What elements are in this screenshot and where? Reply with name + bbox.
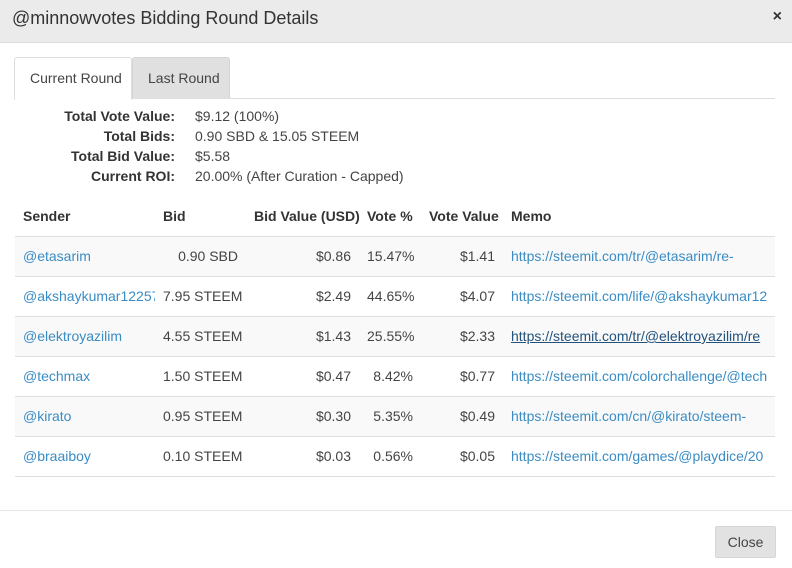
summary-row-total-bids: Total Bids: 0.90 SBD & 15.05 STEEM	[0, 128, 792, 148]
total-bids: 0.90 SBD & 15.05 STEEM	[195, 128, 360, 144]
table-row: @braaiboy 0.10 STEEM $0.03 0.56% $0.05 h…	[15, 436, 775, 477]
bid-cell: 7.95 STEEM	[155, 276, 246, 317]
sender-link[interactable]: @kirato	[23, 408, 72, 424]
vote-value-cell: $4.07	[421, 276, 503, 317]
tab-last-round[interactable]: Last Round	[132, 57, 230, 99]
table-row: @elektroyazilim 4.55 STEEM $1.43 25.55% …	[15, 316, 775, 357]
close-icon[interactable]: ×	[772, 8, 782, 25]
vote-pct-cell: 5.35%	[359, 396, 421, 437]
bid-value-cell: $0.03	[246, 436, 359, 477]
bid-value-cell: $2.49	[246, 276, 359, 317]
total-bids-label: Total Bids:	[103, 128, 175, 144]
header-vote-pct: Vote %	[359, 196, 421, 237]
vote-value-cell: $1.41	[421, 236, 503, 277]
header-bid: Bid	[155, 196, 246, 237]
vote-value-cell: $2.33	[421, 316, 503, 357]
total-bid-value-label: Total Bid Value:	[71, 148, 175, 164]
bid-cell: 0.95 STEEM	[155, 396, 246, 437]
sender-link[interactable]: @elektroyazilim	[23, 328, 123, 344]
table-header-row: Sender Bid Bid Value (USD) Vote % Vote V…	[15, 196, 775, 237]
bid-value-cell: $0.47	[246, 356, 359, 397]
vote-pct-cell: 25.55%	[359, 316, 421, 357]
bid-cell: 4.55 STEEM	[155, 316, 246, 357]
total-bid-value: $5.58	[195, 148, 231, 164]
table-row: @kirato 0.95 STEEM $0.30 5.35% $0.49 htt…	[15, 396, 775, 437]
vote-value-cell: $0.49	[421, 396, 503, 437]
vote-pct-cell: 0.56%	[359, 436, 421, 477]
vote-pct-cell: 15.47%	[359, 236, 421, 277]
memo-link[interactable]: https://steemit.com/life/@akshaykumar12	[511, 288, 768, 304]
summary-row-current-roi: Current ROI: 20.00% (After Curation - Ca…	[0, 168, 792, 188]
table-row: @techmax 1.50 STEEM $0.47 8.42% $0.77 ht…	[15, 356, 775, 397]
vote-value-cell: $0.05	[421, 436, 503, 477]
sender-link[interactable]: @etasarim	[23, 248, 91, 264]
round-tabs: Current Round Last Round	[14, 57, 775, 100]
total-vote-value-label: Total Vote Value:	[64, 108, 175, 124]
current-roi-label: Current ROI:	[91, 168, 175, 184]
summary-row-total-bid-value: Total Bid Value: $5.58	[0, 148, 792, 168]
bid-value-cell: $0.30	[246, 396, 359, 437]
footer-divider	[0, 510, 792, 511]
header-memo: Memo	[503, 196, 775, 237]
header-sender: Sender	[15, 196, 155, 237]
table-row: @etasarim 0.90 SBD $0.86 15.47% $1.41 ht…	[15, 236, 775, 277]
sender-link[interactable]: @braaiboy	[23, 448, 91, 464]
bid-cell: 1.50 STEEM	[155, 356, 246, 397]
header-bid-value: Bid Value (USD)	[246, 196, 360, 237]
bids-table: Sender Bid Bid Value (USD) Vote % Vote V…	[15, 196, 775, 477]
modal-title: @minnowvotes Bidding Round Details	[12, 8, 319, 28]
memo-link[interactable]: https://steemit.com/tr/@etasarim/re-	[511, 248, 734, 264]
modal-header: @minnowvotes Bidding Round Details ×	[0, 0, 792, 43]
bid-cell: 0.10 STEEM	[155, 436, 246, 477]
vote-value-cell: $0.77	[421, 356, 503, 397]
round-summary: Total Vote Value: $9.12 (100%) Total Bid…	[0, 108, 792, 188]
bid-cell: 0.90 SBD	[155, 236, 246, 277]
memo-link[interactable]: https://steemit.com/cn/@kirato/steem-	[511, 408, 747, 424]
vote-pct-cell: 44.65%	[359, 276, 421, 317]
close-button[interactable]: Close	[715, 526, 776, 558]
memo-link[interactable]: https://steemit.com/colorchallenge/@tech	[511, 368, 768, 384]
total-vote-value: $9.12 (100%)	[195, 108, 280, 124]
tab-current-round[interactable]: Current Round	[14, 57, 132, 100]
header-vote-value: Vote Value	[421, 196, 503, 237]
vote-pct-cell: 8.42%	[359, 356, 421, 397]
table-row: @akshaykumar12257 7.95 STEEM $2.49 44.65…	[15, 276, 775, 317]
current-roi: 20.00% (After Curation - Capped)	[195, 168, 404, 184]
memo-link[interactable]: https://steemit.com/games/@playdice/20	[511, 448, 764, 464]
sender-link[interactable]: @techmax	[23, 368, 91, 384]
summary-row-total-vote-value: Total Vote Value: $9.12 (100%)	[0, 108, 792, 128]
memo-link[interactable]: https://steemit.com/tr/@elektroyazilim/r…	[511, 328, 761, 344]
bid-value-cell: $0.86	[246, 236, 359, 277]
sender-link[interactable]: @akshaykumar12257	[23, 288, 155, 304]
bid-value-cell: $1.43	[246, 316, 359, 357]
